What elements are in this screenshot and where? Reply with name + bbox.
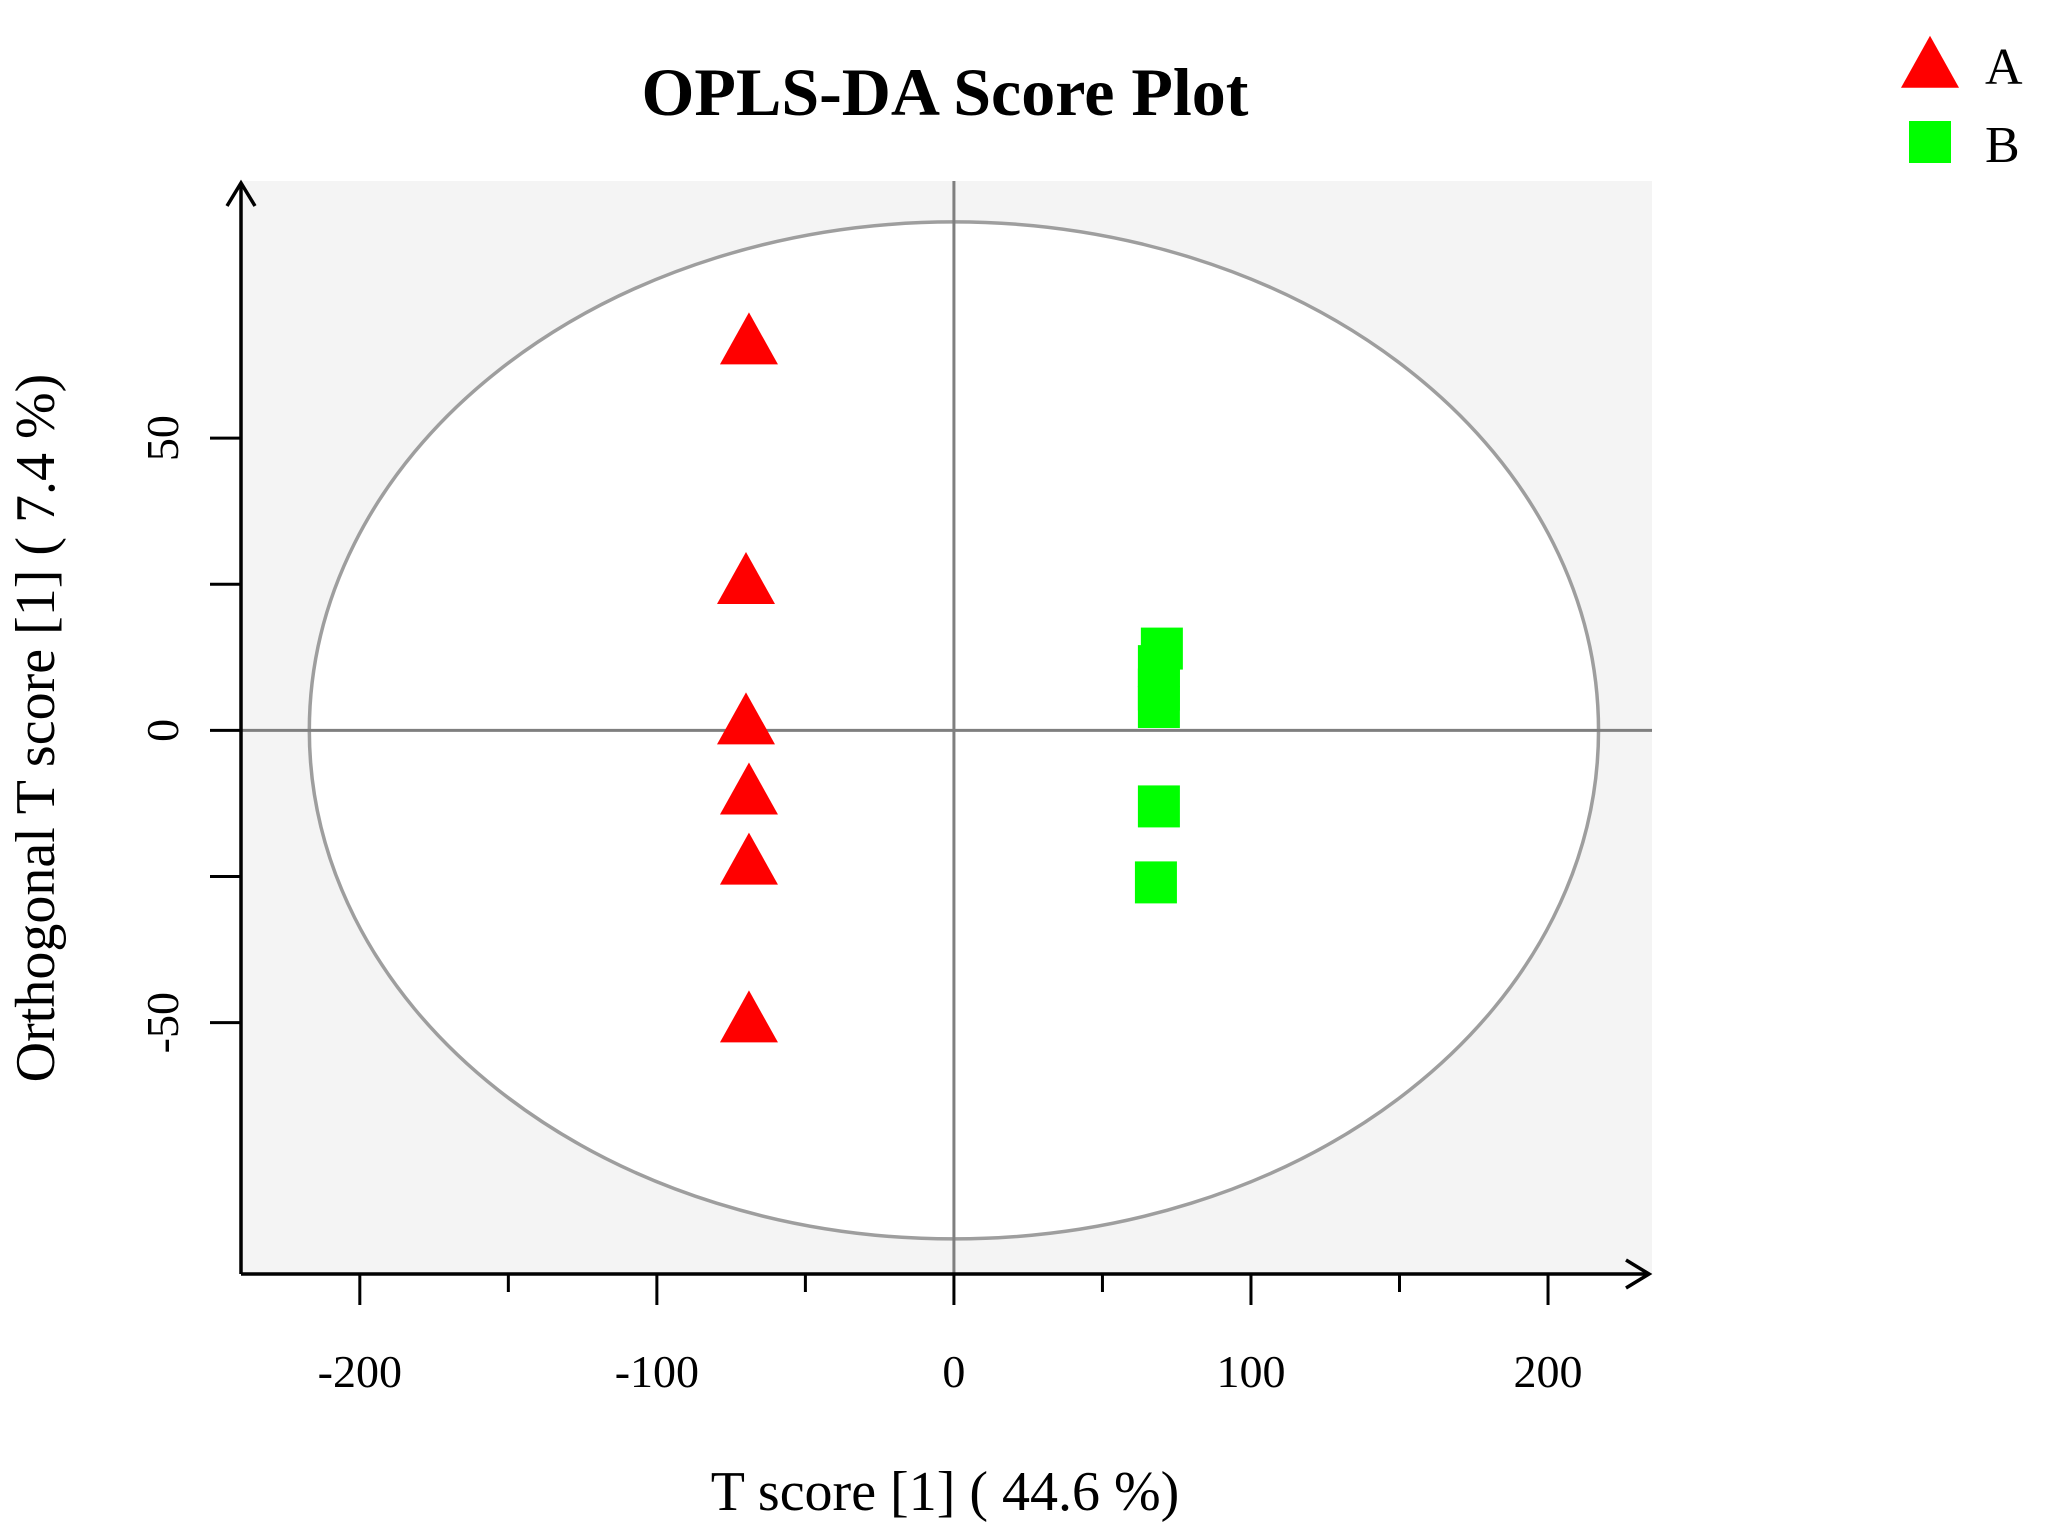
y-axis-ticks: -50 0 50 xyxy=(137,415,241,1053)
point-group-a xyxy=(719,312,778,365)
point-group-a xyxy=(719,762,778,815)
point-group-b xyxy=(1134,861,1177,904)
x-tick-label: -200 xyxy=(318,1346,402,1397)
legend-marker-b xyxy=(1909,121,1951,163)
legend-label-b: B xyxy=(1985,117,2020,174)
point-group-a xyxy=(719,990,778,1043)
x-tick-label: 200 xyxy=(1514,1346,1583,1397)
x-tick-label: 0 xyxy=(942,1346,965,1397)
x-axis-ticks: -200 -100 0 100 200 xyxy=(318,1274,1583,1397)
point-group-a xyxy=(716,692,775,745)
x-axis-arrowhead xyxy=(1625,1258,1653,1290)
y-axis-title: Orthogonal T score [1] ( 7.4 %) xyxy=(5,374,67,1083)
reference-lines-layer xyxy=(241,181,1652,1274)
data-points-layer xyxy=(716,312,1183,1043)
y-axis-arrowhead xyxy=(225,179,257,207)
x-axis-title: T score [1] ( 44.6 %) xyxy=(711,1461,1180,1523)
point-group-b xyxy=(1137,686,1180,729)
point-group-a xyxy=(719,832,778,885)
point-group-a xyxy=(716,552,775,605)
legend-marker-a xyxy=(1901,35,1959,88)
chart-title: OPLS-DA Score Plot xyxy=(642,54,1249,130)
y-tick-label: -50 xyxy=(137,992,188,1053)
point-group-b xyxy=(1137,785,1180,828)
x-tick-label: -100 xyxy=(615,1346,699,1397)
legend-label-a: A xyxy=(1985,39,2023,96)
legend: AB xyxy=(1901,35,2023,174)
x-tick-label: 100 xyxy=(1216,1346,1285,1397)
y-tick-label: 0 xyxy=(137,719,188,742)
y-tick-label: 50 xyxy=(137,415,188,461)
